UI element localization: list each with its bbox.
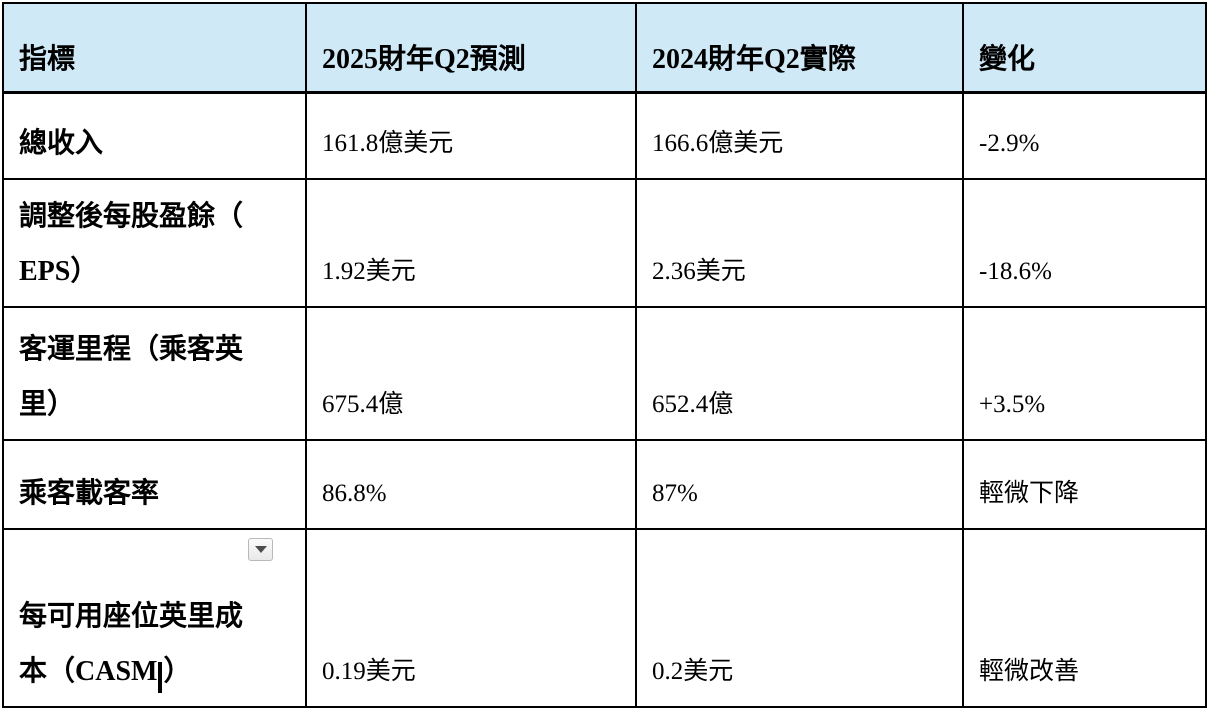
metric-text-after-cursor: ） <box>163 656 192 688</box>
cell-metric[interactable]: 總收入 <box>2 91 307 180</box>
text-cursor <box>158 662 163 694</box>
cell-forecast[interactable]: 86.8% <box>305 439 637 530</box>
column-header-change[interactable]: 變化 <box>962 2 1207 94</box>
table-row: 客運里程（乘客英 里） 675.4億 652.4億 +3.5% <box>2 306 1207 441</box>
cell-change[interactable]: 輕微改善 <box>962 527 1207 708</box>
table-dropdown-button[interactable] <box>248 538 273 561</box>
cell-forecast[interactable]: 0.19美元 <box>305 527 637 708</box>
table-row: 調整後每股盈餘（ EPS） 1.92美元 2.36美元 -18.6% <box>2 178 1207 308</box>
table-row: 乘客載客率 86.8% 87% 輕微下降 <box>2 439 1207 530</box>
cell-forecast[interactable]: 161.8億美元 <box>305 91 637 180</box>
header-row: 指標 2025財年Q2預測 2024財年Q2實際 變化 <box>2 2 1207 94</box>
cell-change[interactable]: -18.6% <box>962 178 1207 308</box>
cell-actual[interactable]: 0.2美元 <box>635 527 964 708</box>
column-header-metric[interactable]: 指標 <box>2 2 307 94</box>
metric-text-before-cursor: 每可用座位英里成 本（CASM <box>19 601 244 688</box>
cell-change[interactable]: 輕微下降 <box>962 439 1207 530</box>
chevron-down-icon <box>254 546 267 553</box>
cell-actual[interactable]: 87% <box>635 439 964 530</box>
cell-metric[interactable]: 乘客載客率 <box>2 439 307 530</box>
cell-metric[interactable]: 客運里程（乘客英 里） <box>2 306 307 441</box>
cell-change[interactable]: -2.9% <box>962 91 1207 180</box>
cell-forecast[interactable]: 1.92美元 <box>305 178 637 308</box>
cell-forecast[interactable]: 675.4億 <box>305 306 637 441</box>
cell-actual[interactable]: 2.36美元 <box>635 178 964 308</box>
cell-actual[interactable]: 652.4億 <box>635 306 964 441</box>
table-row: 每可用座位英里成 本（CASM） 0.19美元 0.2美元 輕微改善 <box>2 527 1207 708</box>
cell-change[interactable]: +3.5% <box>962 306 1207 441</box>
column-header-forecast[interactable]: 2025財年Q2預測 <box>305 2 637 94</box>
cell-actual[interactable]: 166.6億美元 <box>635 91 964 180</box>
cell-metric[interactable]: 調整後每股盈餘（ EPS） <box>2 178 307 308</box>
column-header-actual[interactable]: 2024財年Q2實際 <box>635 2 964 94</box>
table-row: 總收入 161.8億美元 166.6億美元 -2.9% <box>2 91 1207 180</box>
